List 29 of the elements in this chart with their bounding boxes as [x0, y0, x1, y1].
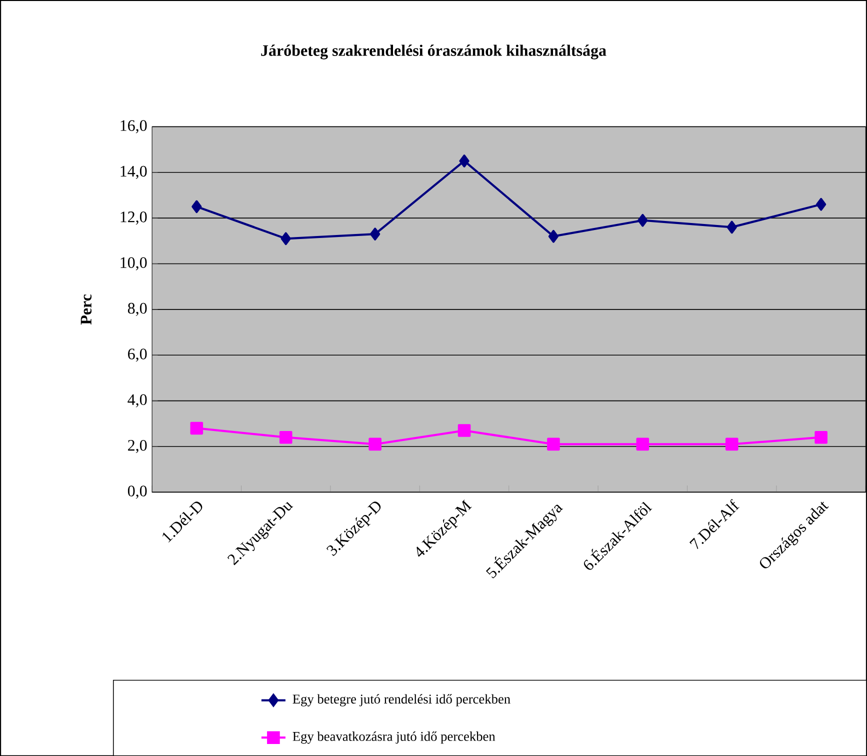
- legend-label: Egy beavatkozásra jutó idő percekben: [292, 731, 496, 744]
- y-tick-label: 8,0: [128, 302, 147, 316]
- point: [458, 424, 471, 437]
- point: [547, 438, 560, 450]
- point: [192, 200, 202, 213]
- y-tick-label: 4,0: [128, 394, 147, 408]
- y-tick-label: 12,0: [120, 211, 147, 224]
- point: [636, 438, 650, 450]
- point: [280, 232, 291, 245]
- point: [814, 430, 828, 444]
- point: [726, 220, 737, 234]
- point: [279, 430, 292, 444]
- y-tick-label: 2,0: [128, 440, 147, 453]
- point: [548, 230, 559, 243]
- y-tick-label: 0,0: [128, 485, 147, 499]
- point: [370, 228, 380, 240]
- y-tick-label: 14,0: [120, 166, 147, 179]
- point: [638, 214, 648, 227]
- point: [190, 422, 204, 434]
- point: [725, 438, 738, 450]
- point: [368, 438, 382, 450]
- y-tick-label: 16,0: [120, 120, 147, 134]
- point: [459, 154, 470, 168]
- y-axis-title: Perc: [80, 294, 92, 324]
- y-tick-label: 6,0: [128, 348, 147, 362]
- chart-title: Járóbeteg szakrendelési óraszámok kihasználtsága: [261, 44, 606, 60]
- y-tick-label: 10,0: [120, 257, 147, 270]
- legend-label: Egy betegre jutó rendelési idő percekben: [292, 694, 510, 706]
- point: [816, 198, 826, 211]
